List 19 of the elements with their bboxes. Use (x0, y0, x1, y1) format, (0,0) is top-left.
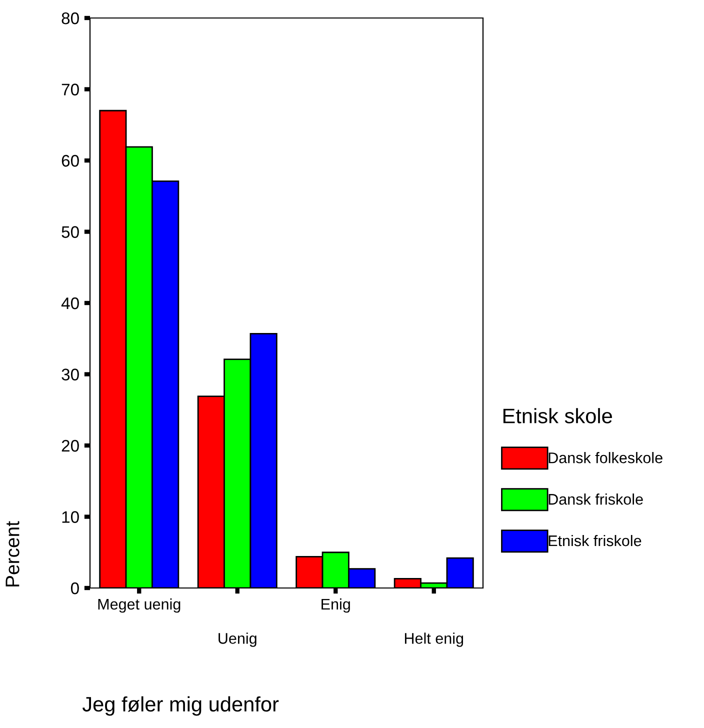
legend-label: Etnisk friskole (548, 534, 642, 546)
legend-label: Dansk folkeskole (548, 452, 662, 464)
y-tick-label: 70 (62, 84, 79, 96)
legend-title: Etnisk skole (503, 408, 612, 424)
y-tick-label: 0 (70, 582, 79, 594)
y-tick-label: 80 (62, 12, 79, 24)
y-tick-label: 20 (62, 440, 79, 452)
y-tick-label: 30 (62, 368, 79, 380)
y-tick-label: 40 (61, 297, 79, 310)
y-tick-label: 10 (62, 511, 79, 523)
y-tick-label: 60 (62, 154, 79, 167)
legend-label: Dansk friskole (548, 493, 643, 505)
x-axis-title: Jeg føler mig udenfor (82, 696, 279, 716)
x-tick-label: Enig (322, 598, 350, 613)
x-tick-label: Uenig (218, 632, 256, 647)
x-tick-label: Meget uenig (98, 598, 180, 613)
x-tick-label: Helt enig (404, 632, 464, 647)
y-tick-label: 50 (62, 226, 79, 238)
y-axis-title: Percent (6, 521, 20, 586)
